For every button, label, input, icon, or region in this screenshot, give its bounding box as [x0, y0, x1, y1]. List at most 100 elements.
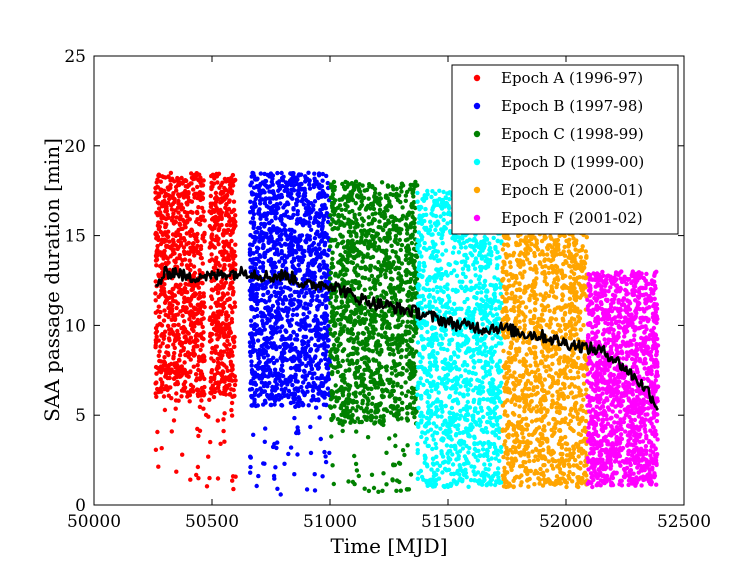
data-point: [176, 322, 181, 327]
data-point: [265, 305, 271, 310]
data-point: [393, 233, 399, 239]
data-point: [329, 310, 334, 316]
data-point: [223, 327, 228, 332]
data-point: [309, 336, 314, 341]
data-point: [403, 380, 408, 385]
data-point: [272, 260, 277, 266]
data-point: [330, 204, 335, 210]
data-point: [278, 355, 283, 361]
data-point: [280, 336, 285, 342]
data-point: [333, 271, 338, 276]
data-point: [171, 418, 177, 423]
data-point: [399, 391, 405, 396]
data-point: [383, 193, 389, 198]
data-point: [186, 374, 191, 379]
data-point: [229, 249, 234, 255]
data-point: [251, 432, 256, 437]
data-point: [173, 398, 179, 403]
data-point: [313, 405, 319, 410]
data-point: [172, 345, 177, 351]
data-point: [171, 342, 176, 347]
data-point: [356, 272, 361, 278]
data-point: [396, 323, 401, 328]
data-point: [301, 248, 306, 253]
data-point: [261, 292, 266, 298]
data-point: [321, 336, 326, 342]
data-point: [265, 211, 271, 216]
data-point: [263, 381, 268, 386]
data-point: [343, 249, 348, 255]
data-point: [368, 386, 374, 391]
data-point: [170, 214, 176, 220]
data-point: [269, 179, 274, 185]
data-point: [295, 428, 300, 434]
data-point: [247, 349, 253, 355]
data-point: [199, 390, 204, 395]
data-point: [402, 452, 407, 458]
data-point: [207, 339, 213, 344]
data-point: [367, 312, 373, 317]
data-point: [332, 404, 337, 409]
data-point: [476, 401, 482, 406]
data-point: [197, 428, 203, 433]
data-point: [390, 477, 395, 482]
data-point: [249, 363, 254, 368]
data-point: [296, 193, 301, 199]
data-point: [178, 349, 184, 354]
data-point: [308, 227, 314, 232]
data-point: [310, 247, 315, 253]
data-point: [361, 389, 366, 394]
data-point: [166, 174, 171, 179]
data-point: [338, 317, 344, 322]
data-point: [212, 209, 217, 214]
data-point: [311, 184, 317, 190]
data-point: [196, 476, 201, 481]
data-point: [203, 412, 209, 418]
data-point: [201, 178, 206, 183]
data-point: [262, 389, 268, 394]
data-point: [341, 409, 346, 414]
data-point: [322, 248, 327, 254]
data-point: [324, 193, 330, 198]
data-point: [153, 447, 159, 452]
data-point: [213, 317, 218, 322]
data-point: [335, 337, 340, 342]
data-point: [362, 360, 367, 365]
data-point: [354, 429, 359, 434]
data-point: [383, 312, 388, 317]
data-point: [188, 233, 193, 238]
data-point: [351, 244, 356, 249]
data-point: [199, 335, 205, 341]
data-point: [404, 189, 410, 195]
data-point: [460, 446, 466, 451]
data-point: [341, 272, 347, 278]
data-point: [185, 202, 190, 207]
data-point: [317, 268, 322, 273]
data-point: [356, 331, 361, 336]
data-point: [207, 397, 212, 402]
data-point: [258, 201, 263, 206]
data-point: [251, 326, 257, 332]
data-point: [200, 261, 205, 266]
data-point: [481, 396, 486, 402]
data-point: [265, 185, 270, 190]
data-point: [215, 217, 221, 223]
data-point: [191, 389, 196, 394]
data-point: [229, 319, 235, 325]
data-point: [370, 335, 376, 340]
data-point: [316, 385, 321, 390]
data-point: [288, 445, 294, 450]
data-point: [172, 200, 177, 205]
data-point: [294, 333, 300, 338]
data-point: [268, 324, 273, 329]
data-point: [399, 227, 404, 232]
data-point: [259, 197, 264, 202]
data-point: [162, 308, 167, 313]
data-point: [273, 264, 278, 270]
data-point: [296, 403, 301, 409]
data-point: [172, 316, 178, 321]
data-point: [188, 267, 193, 273]
data-point: [333, 323, 338, 328]
data-point: [247, 331, 253, 337]
data-point: [276, 180, 281, 186]
